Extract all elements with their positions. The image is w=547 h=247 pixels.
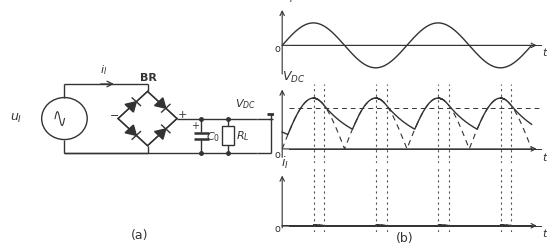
Text: $C_0$: $C_0$ bbox=[206, 130, 220, 144]
Text: (b): (b) bbox=[396, 231, 414, 245]
Text: $+$: $+$ bbox=[191, 120, 200, 131]
Text: $t$: $t$ bbox=[542, 151, 547, 163]
Text: o: o bbox=[274, 224, 280, 234]
Text: $+$: $+$ bbox=[177, 109, 187, 120]
Text: $+$: $+$ bbox=[274, 111, 283, 121]
Text: $i_I$: $i_I$ bbox=[100, 63, 107, 77]
Bar bbox=[222, 126, 234, 145]
Polygon shape bbox=[125, 102, 136, 112]
Text: (a): (a) bbox=[131, 229, 148, 242]
Polygon shape bbox=[155, 129, 166, 139]
Text: $t$: $t$ bbox=[542, 227, 547, 239]
Text: o: o bbox=[274, 44, 280, 54]
Polygon shape bbox=[125, 125, 136, 135]
Text: $V_{DC}$: $V_{DC}$ bbox=[235, 97, 256, 111]
Text: $t$: $t$ bbox=[542, 46, 547, 59]
Text: $-$: $-$ bbox=[109, 109, 119, 119]
Text: BR: BR bbox=[141, 73, 158, 83]
Text: $u_I$: $u_I$ bbox=[282, 0, 294, 5]
Text: $i_I$: $i_I$ bbox=[281, 154, 289, 170]
Text: $R_L$: $R_L$ bbox=[236, 129, 249, 143]
Text: $V_{DC}$: $V_{DC}$ bbox=[282, 70, 306, 85]
Polygon shape bbox=[155, 98, 166, 108]
Text: $u_I$: $u_I$ bbox=[10, 112, 22, 125]
Text: o: o bbox=[274, 149, 280, 160]
